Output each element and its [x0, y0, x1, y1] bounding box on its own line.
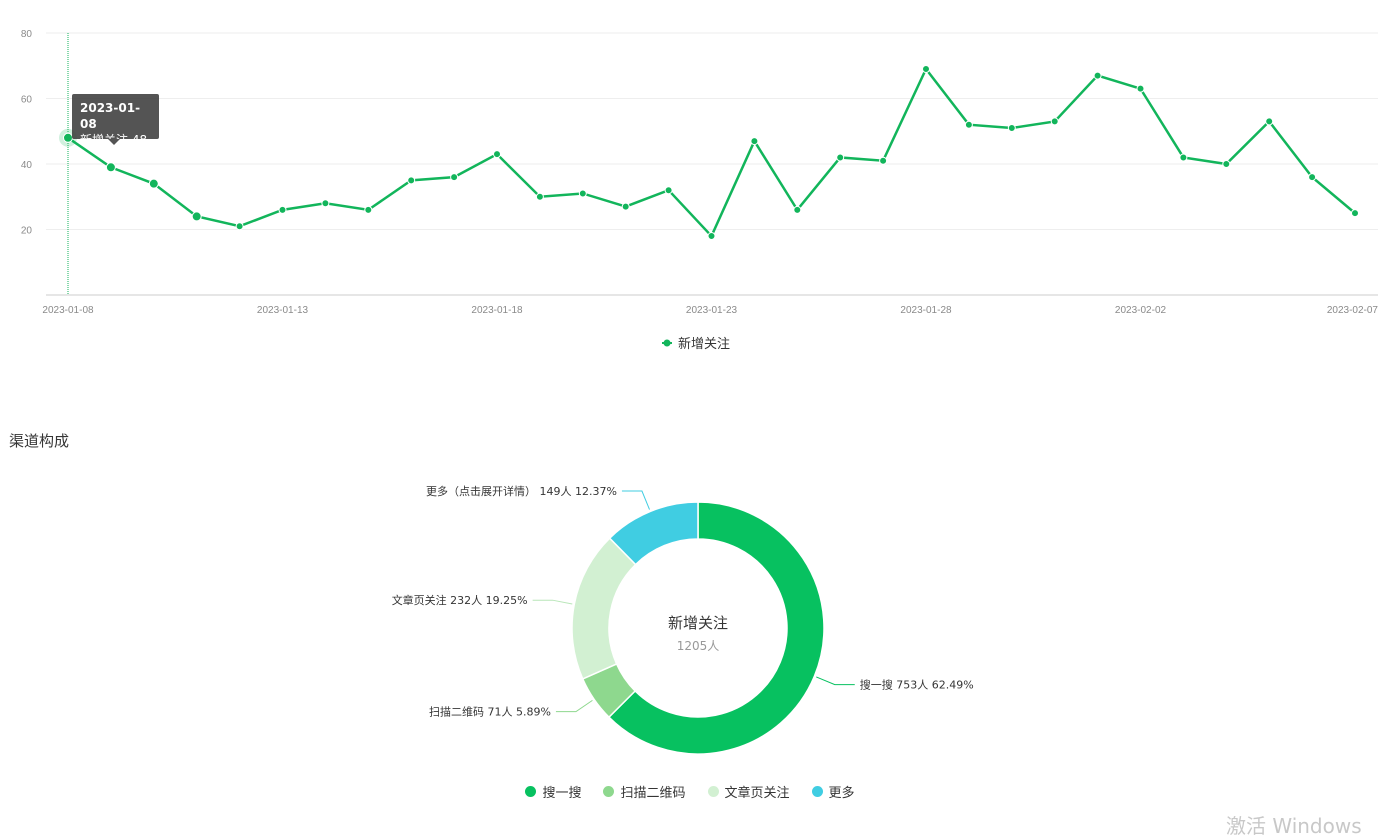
legend-item[interactable]: 扫描二维码 [603, 782, 686, 801]
x-tick-label: 2023-02-02 [1115, 305, 1167, 316]
slice-label: 扫描二维码 71人 5.89% [429, 705, 551, 719]
data-point[interactable] [191, 211, 202, 222]
data-point[interactable] [621, 202, 630, 211]
windows-watermark: 激活 Windows [1226, 814, 1362, 838]
slice-label: 更多（点击展开详情） 149人 12.37% [426, 484, 617, 498]
tooltip-date: 2023-01-08 [80, 101, 141, 131]
legend-label: 新增关注 [678, 336, 730, 352]
data-point[interactable] [535, 192, 544, 201]
legend-label: 更多 [828, 786, 855, 801]
legend-dot-icon [663, 339, 671, 347]
data-point[interactable] [1351, 209, 1359, 218]
data-point[interactable] [1007, 123, 1016, 132]
y-tick-label: 20 [21, 226, 33, 237]
legend-dot-icon [707, 786, 719, 797]
data-point[interactable] [922, 65, 930, 74]
data-point[interactable] [364, 205, 373, 214]
x-tick-label: 2023-01-08 [42, 305, 94, 316]
label-leader-line [532, 599, 573, 605]
y-tick-label: 40 [21, 160, 33, 171]
data-point[interactable] [1179, 153, 1188, 162]
x-tick-label: 2023-01-18 [471, 305, 523, 316]
data-point[interactable] [664, 186, 673, 195]
data-point[interactable] [407, 176, 416, 185]
data-point[interactable] [1136, 84, 1145, 93]
label-leader-line [816, 676, 855, 686]
data-point[interactable] [879, 156, 888, 165]
y-tick-label: 60 [21, 95, 33, 106]
chart-tooltip: 2023-01-08 新增关注 48 [72, 94, 159, 147]
data-point[interactable] [1308, 173, 1317, 182]
data-point[interactable] [105, 162, 116, 173]
data-point[interactable] [148, 178, 159, 189]
data-point[interactable] [235, 222, 244, 231]
data-point[interactable] [1050, 117, 1059, 126]
data-point[interactable] [493, 150, 501, 159]
data-point[interactable] [1265, 117, 1274, 126]
x-tick-label: 2023-02-07 [1327, 305, 1379, 316]
legend-label: 搜一搜 [542, 786, 582, 801]
slice-label: 搜一搜 753人 62.49% [860, 678, 974, 692]
data-point[interactable] [1093, 71, 1102, 80]
legend-dot-icon [525, 786, 537, 797]
donut-center-total: 1205人 [677, 639, 720, 653]
data-point[interactable] [278, 205, 287, 214]
donut-chart: 搜一搜 753人 62.49% 扫描二维码 71人 5.89% 文章页关注 232人… [392, 484, 974, 755]
legend-item[interactable]: 更多 [811, 782, 855, 801]
line-legend[interactable]: 新增关注 [662, 336, 730, 352]
data-point[interactable] [964, 120, 973, 129]
data-point[interactable] [578, 189, 587, 198]
data-point[interactable] [450, 173, 459, 182]
donut-slice[interactable] [571, 537, 637, 680]
data-point[interactable] [750, 137, 759, 146]
legend-label: 文章页关注 [724, 786, 790, 801]
donut-legend: 搜一搜 扫描二维码 文章页关注 更多 [0, 782, 1380, 801]
data-point[interactable] [707, 232, 716, 241]
legend-label: 扫描二维码 [620, 786, 686, 801]
x-tick-label: 2023-01-23 [686, 305, 738, 316]
data-point[interactable] [1222, 160, 1231, 168]
x-tick-label: 2023-01-13 [257, 305, 309, 316]
label-leader-line [555, 699, 593, 713]
legend-item[interactable]: 搜一搜 [525, 782, 581, 801]
data-point[interactable] [321, 199, 330, 208]
donut-center-title: 新增关注 [668, 614, 728, 632]
y-tick-label: 80 [21, 29, 33, 40]
label-leader-line [621, 490, 650, 510]
legend-dot-icon [811, 786, 823, 797]
donut-slice[interactable] [607, 501, 825, 755]
section-title: 渠道构成 [9, 432, 70, 450]
legend-item[interactable]: 文章页关注 [707, 782, 790, 801]
x-tick-label: 2023-01-28 [900, 305, 952, 316]
slice-label: 文章页关注 232人 19.25% [392, 593, 528, 607]
data-point[interactable] [793, 205, 802, 214]
data-point[interactable] [836, 153, 845, 162]
legend-dot-icon [603, 786, 615, 797]
donut-slice[interactable] [608, 501, 699, 566]
